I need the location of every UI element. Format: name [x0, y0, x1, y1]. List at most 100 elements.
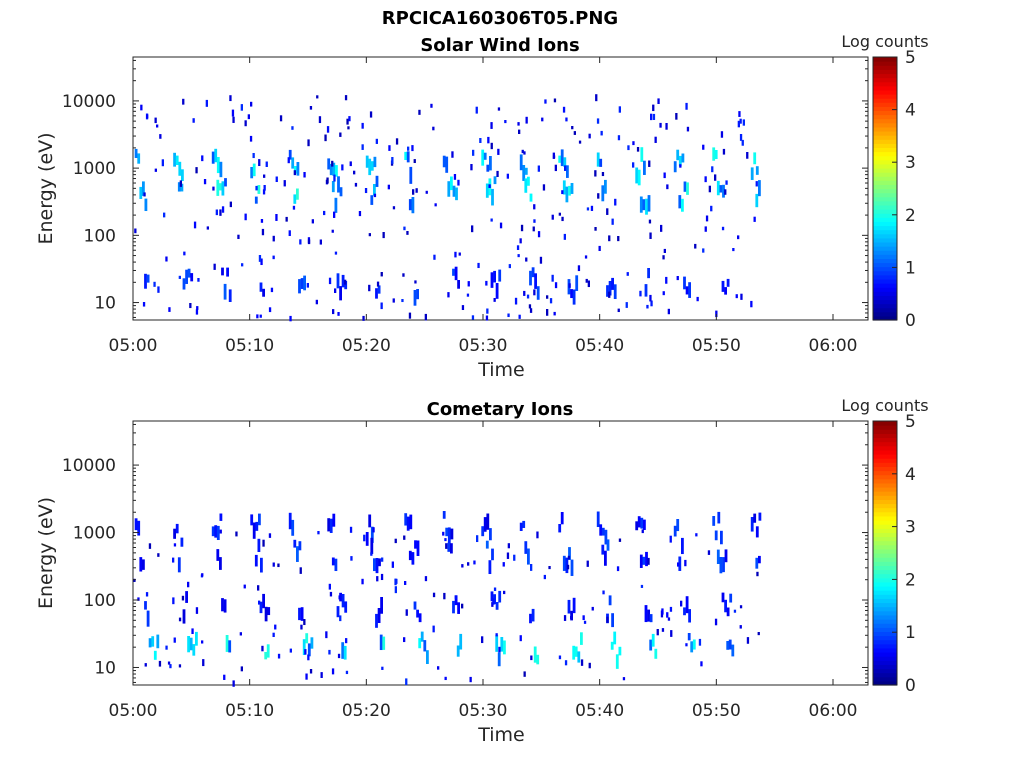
- spectrogram-cell: [392, 206, 396, 210]
- x-tick-label: 05:20: [342, 701, 391, 721]
- spectrogram-cell: [757, 632, 760, 636]
- spectrogram-cell: [526, 294, 530, 299]
- spectrogram-cell: [168, 307, 171, 312]
- spectrogram-cell: [488, 560, 492, 575]
- spectrogram-cell: [485, 183, 489, 198]
- spectrogram-cell: [229, 201, 232, 208]
- figure-title: RPCICA160306T05.PNG: [382, 8, 618, 29]
- colorbar-segment: [873, 664, 897, 670]
- colorbar-segment: [873, 569, 897, 575]
- colorbar-segment: [873, 524, 897, 529]
- spectrogram-cell: [529, 613, 532, 624]
- spectrogram-cell: [157, 553, 160, 557]
- colorbar-segment: [873, 478, 897, 484]
- spectrogram-cell: [375, 175, 379, 187]
- spectrogram-cell: [683, 607, 686, 616]
- spectrogram-cell: [534, 273, 537, 289]
- spectrogram-cell: [606, 616, 609, 623]
- spectrogram-cell: [261, 228, 265, 236]
- spectrogram-cell: [394, 538, 397, 544]
- spectrogram-cell: [665, 123, 668, 130]
- spectrogram-cell: [179, 180, 182, 187]
- colorbar-segment: [873, 437, 897, 443]
- spectrogram-cell: [517, 254, 520, 258]
- spectrogram-cell: [408, 312, 412, 319]
- spectrogram-cell: [370, 161, 374, 171]
- solar-wind-ions-panel: 05:00 05:10 05:20 05:30 05:40 05:50 06:0010100…: [35, 32, 929, 381]
- spectrogram-cell: [495, 633, 498, 637]
- spectrogram-cell: [148, 638, 152, 648]
- spectrogram-cell: [493, 270, 496, 283]
- spectrogram-cell: [216, 549, 220, 561]
- colorbar-tick-label: 3: [905, 518, 916, 538]
- spectrogram-cell: [380, 573, 384, 581]
- x-tick-label: 06:00: [809, 701, 858, 721]
- colorbar-segment: [873, 204, 897, 210]
- spectrogram-cell: [432, 625, 435, 633]
- colorbar-segment: [873, 299, 897, 305]
- spectrogram-cell: [327, 518, 331, 532]
- spectrogram-cell: [180, 537, 184, 547]
- spectrogram-cell: [260, 258, 263, 266]
- colorbar-segment: [873, 98, 897, 103]
- spectrogram-cell: [608, 235, 611, 242]
- spectrogram-cell: [663, 172, 666, 179]
- spectrogram-cell: [598, 245, 601, 252]
- spectrogram-cell: [519, 635, 522, 642]
- colorbar-segment: [873, 172, 897, 177]
- y-tick-label: 10000: [62, 456, 116, 476]
- spectrogram-cell: [258, 159, 261, 167]
- spectrogram-cell: [720, 530, 723, 545]
- spectrogram-cell: [221, 598, 224, 612]
- spectrogram-cell: [219, 209, 222, 216]
- x-axis-label: Time: [477, 724, 525, 746]
- spectrogram-cell: [610, 641, 614, 650]
- spectrogram-cell: [219, 513, 223, 521]
- colorbar-segment: [873, 151, 897, 157]
- spectrogram-cell: [376, 576, 379, 582]
- spectrogram-cell: [387, 184, 390, 190]
- spectrogram-cell: [537, 231, 541, 238]
- spectrogram-cell: [364, 188, 368, 194]
- spectrogram-cell: [493, 587, 497, 591]
- spectrogram-cell: [223, 605, 226, 610]
- spectrogram-cell: [154, 168, 157, 172]
- spectrogram-cell: [608, 281, 612, 296]
- spectrogram-cell: [288, 230, 291, 237]
- spectrogram-cell: [326, 177, 329, 184]
- spectrogram-cell: [523, 671, 526, 677]
- spectrogram-cell: [728, 639, 732, 650]
- spectrogram-cell: [611, 613, 614, 628]
- colorbar-segment: [873, 433, 897, 439]
- colorbar-segment: [873, 85, 897, 91]
- spectrogram-cell: [686, 126, 690, 132]
- spectrogram-cell: [486, 513, 490, 530]
- spectrogram-cell: [680, 600, 683, 607]
- spectrogram-cell: [185, 591, 188, 603]
- spectrogram-cell: [324, 134, 327, 142]
- spectrogram-cell: [758, 555, 761, 564]
- spectrogram-cell: [717, 511, 721, 524]
- spectrogram-cell: [471, 315, 475, 320]
- colorbar-segment: [873, 627, 897, 632]
- colorbar-segment: [873, 225, 897, 231]
- spectrogram-cell: [721, 226, 725, 231]
- colorbar-segment: [873, 421, 897, 426]
- spectrogram-cell: [563, 157, 567, 167]
- spectrogram-cell: [590, 205, 594, 211]
- spectrogram-cell: [370, 552, 373, 556]
- spectrogram-cell: [216, 157, 220, 174]
- colorbar-segment: [873, 237, 897, 243]
- cometary-ions-panel: 05:00 05:10 05:20 05:30 05:40 05:50 06:0010100…: [35, 396, 929, 746]
- spectrogram-cell: [178, 664, 182, 668]
- colorbar-segment: [873, 466, 897, 472]
- spectrogram-cell: [640, 147, 644, 162]
- spectrogram-cell: [341, 274, 345, 288]
- spectrogram-cell: [350, 556, 353, 561]
- spectrogram-cell: [533, 204, 536, 210]
- spectrogram-cell: [394, 586, 397, 594]
- spectrogram-cell: [483, 517, 487, 532]
- spectrogram-cell: [437, 666, 440, 670]
- spectrogram-cell: [678, 195, 682, 209]
- colorbar-segment: [873, 557, 897, 562]
